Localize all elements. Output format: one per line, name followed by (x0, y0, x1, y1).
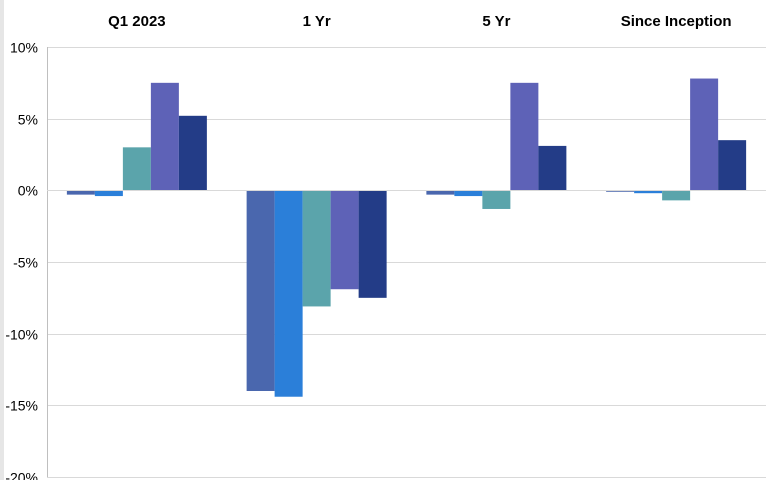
bar (634, 190, 663, 194)
y-tick-label: -5% (13, 255, 38, 271)
category-label: Since Inception (621, 13, 732, 30)
bar (330, 190, 359, 290)
y-tick-label: 5% (18, 112, 38, 128)
bar (94, 190, 123, 197)
bar (454, 190, 483, 197)
bar (606, 190, 635, 192)
left-border-strip (0, 0, 4, 480)
y-tick-label: -15% (5, 398, 38, 414)
bar (274, 190, 303, 397)
bar (538, 145, 567, 191)
bar (178, 115, 207, 191)
category-label: 5 Yr (482, 13, 510, 30)
bar (510, 82, 539, 191)
bar (718, 140, 747, 191)
axis-layer (47, 47, 766, 477)
bar (66, 190, 95, 195)
bar (246, 190, 275, 391)
bar (150, 82, 179, 191)
y-tick-label: -20% (5, 470, 38, 480)
bar (482, 190, 511, 209)
category-label: 1 Yr (303, 13, 331, 30)
bar-layer (66, 78, 747, 397)
y-tick-label: 0% (18, 183, 38, 199)
category-label: Q1 2023 (108, 13, 166, 30)
bar (426, 190, 455, 195)
bar (122, 147, 151, 191)
grid-layer (47, 47, 766, 478)
bar (690, 78, 719, 191)
bar (358, 190, 387, 298)
bar (302, 190, 331, 307)
bar (662, 190, 691, 201)
y-tick-label: -10% (5, 327, 38, 343)
y-tick-label: 10% (10, 40, 38, 56)
label-layer: 10% 5% 0% -5% -10% -15% -20% Q1 2023 1 Yr 5 Yr Sin… (5, 13, 731, 480)
